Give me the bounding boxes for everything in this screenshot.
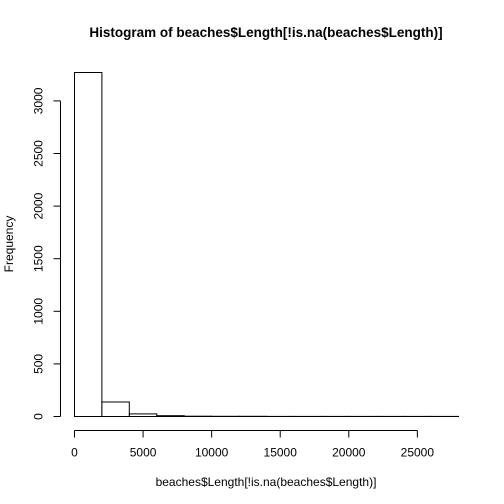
- histogram-bar-3: [156, 415, 185, 418]
- y-tick-label-0: 0: [32, 413, 46, 420]
- histogram-bar-1: [101, 401, 130, 417]
- x-tick-label-1: 5000: [130, 446, 157, 460]
- x-tick-label-5: 25000: [401, 446, 435, 460]
- y-tick-label-3: 1500: [32, 245, 46, 272]
- bars-group: [74, 72, 460, 418]
- x-axis-label: beaches$Length[!is.na(beaches$Length)]: [156, 475, 377, 489]
- histogram-bar-2: [128, 413, 158, 417]
- x-tick-label-0: 0: [71, 446, 78, 460]
- y-tick-label-4: 2000: [32, 192, 46, 219]
- x-axis: 0 5000 10000 15000 20000 25000: [71, 430, 435, 460]
- y-axis-label: Frequency: [2, 216, 16, 273]
- y-tick-label-2: 1000: [32, 298, 46, 325]
- y-tick-label-5: 2500: [32, 140, 46, 167]
- y-tick-label-6: 3000: [32, 87, 46, 114]
- y-tick-label-1: 500: [32, 354, 46, 374]
- chart-title: Histogram of beaches$Length[!is.na(beach…: [89, 25, 442, 40]
- x-tick-label-3: 15000: [264, 446, 298, 460]
- x-tick-label-4: 20000: [332, 446, 366, 460]
- y-axis: 0 500 1000 1500 2000 2500 3000: [32, 87, 61, 420]
- x-tick-label-2: 10000: [195, 446, 229, 460]
- histogram-bar-0: [74, 72, 103, 417]
